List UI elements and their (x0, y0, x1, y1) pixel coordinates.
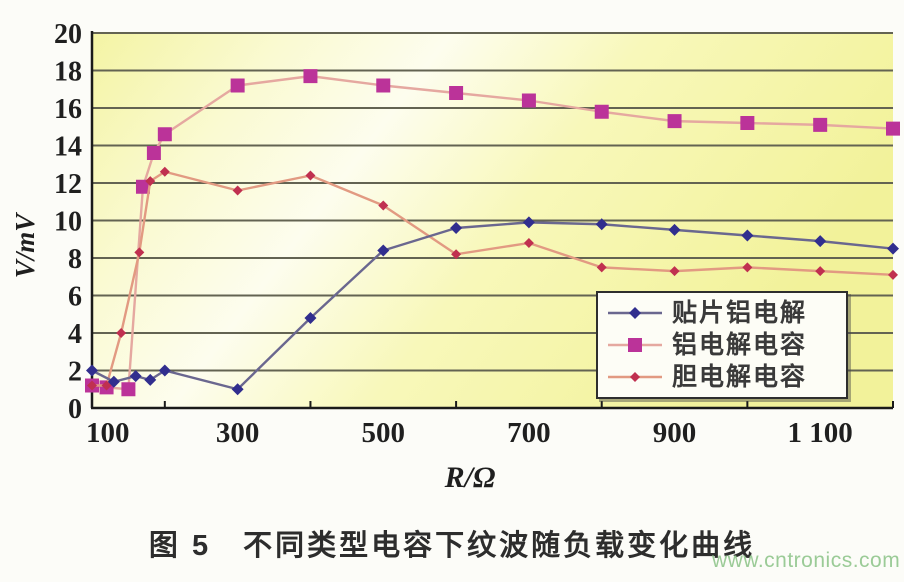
data-point-marker-3 (669, 266, 680, 277)
x-tick-label: 900 (653, 417, 697, 449)
data-point-marker-3 (742, 262, 753, 273)
data-point-marker-3 (134, 247, 145, 258)
data-point-marker-2 (146, 146, 161, 160)
data-point-marker-2 (376, 78, 391, 93)
data-point-marker-3 (101, 380, 112, 391)
legend-item: 胆电解电容 (606, 362, 840, 391)
data-point-marker-1 (144, 373, 157, 386)
data-point-marker-1 (450, 222, 463, 234)
data-point-marker-1 (377, 244, 390, 257)
y-tick-label: 4 (68, 319, 82, 350)
data-point-marker-1 (522, 216, 535, 229)
legend-item: 贴片铝电解 (606, 298, 840, 327)
x-tick-label: 100 (86, 417, 130, 449)
ripple-vs-load-chart: 0 2 4 6 8 10 12 14 16 18 20 100 300 500 700 900 1 100 V/… (10, 19, 900, 494)
y-tick-label: 18 (54, 57, 82, 88)
data-point-marker-2 (449, 86, 464, 100)
y-tick-label: 14 (54, 132, 82, 163)
data-point-marker-1 (107, 375, 120, 388)
legend-item-label: 胆电解电容 (672, 362, 808, 391)
y-tick-label: 10 (54, 207, 82, 238)
y-tick-label: 20 (54, 19, 82, 50)
y-axis-title: V/mV (10, 212, 40, 279)
data-point-marker-2 (594, 104, 609, 119)
series-line-2 (91, 74, 894, 391)
x-tick-label: 500 (362, 417, 406, 449)
data-point-marker-2 (303, 69, 318, 84)
data-point-marker-3 (87, 380, 97, 391)
legend-item-label: 贴片铝电解 (672, 298, 808, 327)
data-point-marker-3 (159, 166, 170, 177)
chart-legend: 贴片铝电解铝电解电容胆电解电容 (596, 291, 848, 399)
data-point-marker-1 (86, 364, 98, 377)
data-point-marker-2 (521, 93, 536, 108)
legend-marker-icon (608, 307, 662, 319)
x-tick-label: 700 (507, 417, 551, 449)
data-point-marker-1 (887, 242, 899, 255)
data-point-marker-2 (135, 179, 150, 194)
y-tick-label: 12 (54, 169, 82, 200)
x-tick-label: 300 (216, 417, 260, 449)
y-tick-label: 6 (68, 282, 82, 313)
data-point-marker-3 (596, 262, 607, 273)
legend-marker-icon (608, 338, 662, 352)
x-tick-label: 1 100 (788, 417, 853, 449)
y-tick-label: 2 (68, 357, 82, 388)
data-point-marker-2 (121, 382, 136, 397)
data-point-marker-3 (815, 266, 826, 277)
watermark: www.cntronics.com (712, 549, 901, 572)
x-axis-title: R/Ω (444, 461, 496, 494)
data-point-marker-1 (304, 312, 317, 324)
data-point-marker-2 (740, 116, 755, 130)
data-point-marker-3 (523, 238, 534, 248)
data-point-marker-3 (451, 249, 462, 260)
data-point-marker-1 (129, 370, 142, 383)
data-point-marker-1 (595, 218, 608, 231)
data-point-marker-1 (741, 229, 754, 242)
data-point-marker-3 (145, 176, 156, 187)
data-point-marker-3 (378, 200, 389, 211)
legend-marker-icon (608, 372, 662, 382)
y-tick-label: 8 (68, 244, 82, 275)
data-point-marker-2 (886, 121, 900, 136)
data-point-marker-3 (232, 185, 243, 196)
y-tick-label: 0 (68, 394, 82, 425)
data-point-marker-2 (667, 114, 682, 129)
figure-caption: 图 5 不同类型电容下纹波随负载变化曲线 (148, 530, 756, 562)
data-point-marker-1 (668, 223, 681, 236)
data-point-marker-2 (813, 117, 828, 132)
data-point-marker-3 (116, 328, 127, 338)
data-point-marker-3 (305, 170, 316, 181)
series-line-3 (92, 170, 894, 387)
y-tick-label: 16 (54, 94, 82, 125)
data-point-marker-2 (230, 78, 245, 93)
data-point-marker-1 (158, 364, 171, 377)
legend-item-label: 铝电解电容 (672, 330, 808, 359)
data-point-marker-1 (814, 235, 827, 248)
legend-item: 铝电解电容 (606, 330, 840, 359)
data-point-marker-2 (157, 127, 172, 142)
data-point-marker-3 (888, 269, 898, 280)
data-point-marker-1 (231, 383, 244, 396)
